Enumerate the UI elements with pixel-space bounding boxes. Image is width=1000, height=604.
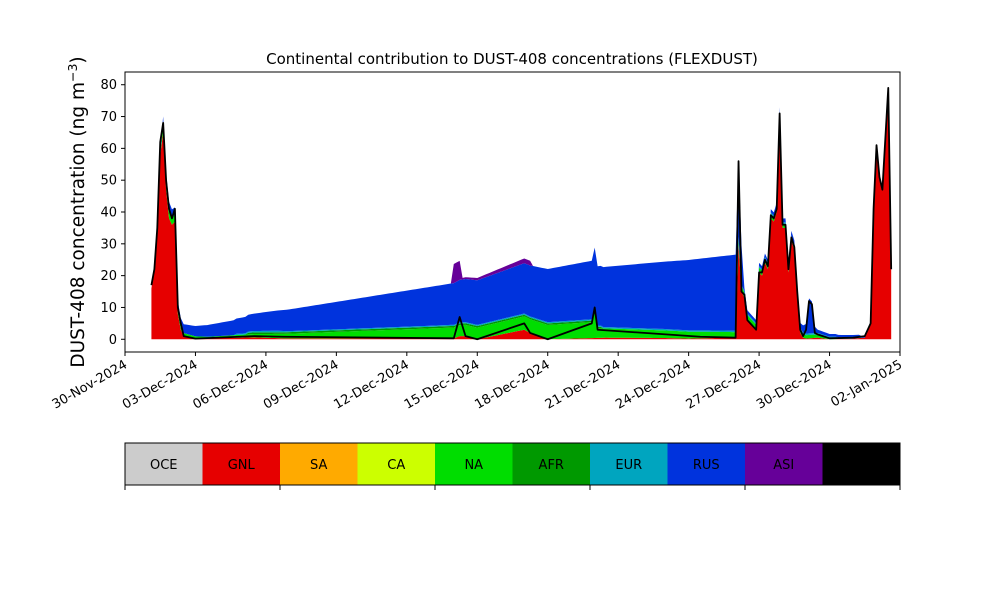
- y-tick-label-50: 50: [100, 174, 117, 189]
- x-tick-label-2024-12-18: 18-Dec-2024: [472, 357, 552, 412]
- series-area-rus: [151, 91, 892, 338]
- y-axis-label-main: DUST-408 concentration (ng m: [68, 82, 89, 368]
- colorbar-label-ca: CA: [387, 458, 405, 473]
- y-tick-label-20: 20: [100, 269, 117, 284]
- y-axis-label-superscript: −3: [65, 64, 80, 82]
- colorbar-label-eur: EUR: [615, 458, 642, 473]
- x-tick-label-2024-12-30: 30-Dec-2024: [754, 357, 834, 412]
- colorbar-swatch-gnl: [202, 443, 280, 485]
- x-tick-label-2024-12-09: 09-Dec-2024: [261, 357, 341, 412]
- y-tick-label-60: 60: [100, 142, 117, 157]
- colorbar-swatch-rus: [667, 443, 745, 485]
- plot-area: 0102030405060708030-Nov-202403-Dec-20240…: [50, 71, 905, 413]
- y-tick-label-80: 80: [100, 78, 117, 93]
- colorbar-label-gnl: GNL: [228, 458, 256, 473]
- colorbar-swatch-asi: [745, 443, 823, 485]
- x-tick-label-2024-12-06: 06-Dec-2024: [191, 357, 271, 412]
- colorbar-swatch-oce: [125, 443, 203, 485]
- colorbar-swatch-afr: [512, 443, 590, 485]
- total-line: [150, 87, 893, 341]
- x-tick-label-2024-12-21: 21-Dec-2024: [543, 357, 623, 412]
- x-tick-label-2024-12-24: 24-Dec-2024: [613, 357, 693, 412]
- y-tick-label-70: 70: [100, 110, 117, 125]
- x-tick-label-2024-12-15: 15-Dec-2024: [402, 357, 482, 412]
- x-tick-label-2024-11-30: 30-Nov-2024: [50, 357, 130, 412]
- colorbar-label-sa: SA: [310, 458, 327, 473]
- colorbar-swatch-na: [435, 443, 513, 485]
- y-tick-label-30: 30: [100, 237, 117, 252]
- colorbar-swatch-sa: [280, 443, 358, 485]
- colorbar-legend: OCE GNL SA CA NA AFR EUR RUS ASI AUS: [124, 442, 901, 490]
- y-axis-label-close: ): [68, 56, 89, 63]
- x-tick-label-2024-12-12: 12-Dec-2024: [331, 357, 411, 412]
- colorbar-label-rus: RUS: [693, 458, 720, 473]
- colorbar-label-na: NA: [464, 458, 483, 473]
- y-axis-label: DUST-408 concentration (ng m−3): [65, 56, 90, 367]
- colorbar-swatch-eur: [590, 443, 668, 485]
- x-tick-label-2024-12-27: 27-Dec-2024: [684, 357, 764, 412]
- colorbar-swatch-aus: [822, 443, 900, 485]
- colorbar-swatch-ca: [357, 443, 435, 485]
- series-areas: [150, 87, 893, 341]
- x-tick-label-2025-01-02: 02-Jan-2025: [828, 357, 905, 410]
- colorbar-label-asi: ASI: [773, 458, 794, 473]
- colorbar-frame: [124, 442, 901, 486]
- x-tick-label-2024-12-03: 03-Dec-2024: [120, 357, 200, 412]
- colorbar-label-afr: AFR: [539, 458, 564, 473]
- y-tick-label-0: 0: [109, 333, 117, 348]
- y-tick-label-40: 40: [100, 206, 117, 221]
- chart-title: Continental contribution to DUST-408 con…: [266, 50, 758, 68]
- colorbar-label-aus: AUS: [848, 458, 875, 473]
- y-tick-label-10: 10: [100, 301, 117, 316]
- colorbar-label-oce: OCE: [150, 458, 178, 473]
